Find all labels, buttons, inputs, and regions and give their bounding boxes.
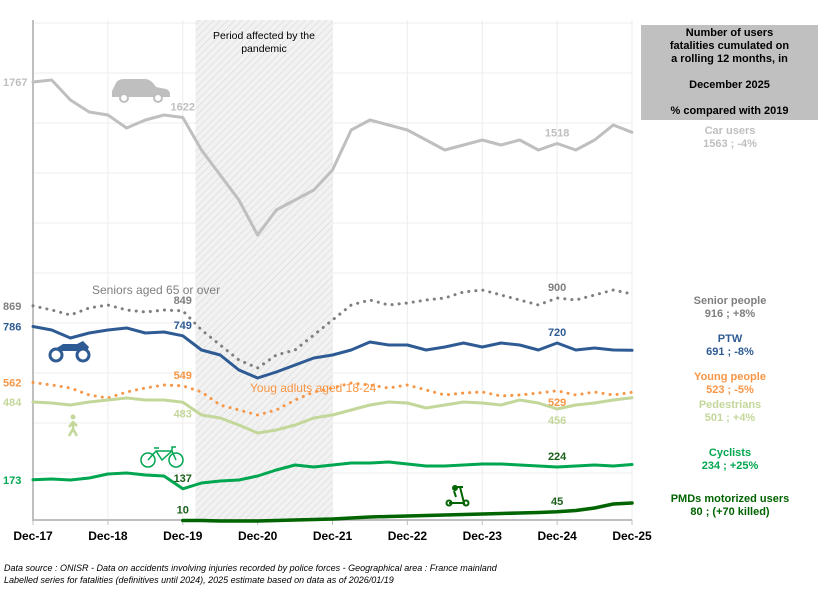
x-tick-label: Dec-22 <box>388 529 428 543</box>
header-line: Number of users <box>685 27 774 39</box>
data-label-ptw: 720 <box>548 327 566 339</box>
motorbike-wheel <box>75 347 91 363</box>
data-label-cyclist: 224 <box>548 451 567 463</box>
pandemic-region <box>195 20 333 520</box>
data-label-pedestrian: 484 <box>3 397 22 409</box>
bicycle-wheel <box>168 452 184 468</box>
scooter-frame <box>449 486 466 504</box>
legend-name: Car users <box>704 125 756 137</box>
car-wheel <box>153 93 163 103</box>
bicycle-wheel <box>140 452 156 468</box>
car-body <box>112 79 170 97</box>
legend-name: Cyclists <box>708 447 752 459</box>
data-label-ptw: 749 <box>174 320 192 332</box>
header-line: a rolling 12 months, in <box>671 53 788 65</box>
header-date: December 2025 <box>689 79 770 91</box>
data-label-senior: 869 <box>3 301 21 313</box>
annotation-young: Youg adluts aged 18-24 <box>250 381 377 395</box>
legend-car: Car users 1563 ; -4% <box>640 125 820 151</box>
data-label-pedestrian: 483 <box>174 408 192 420</box>
series-line-young <box>31 381 634 417</box>
source-note: Labelled series for fatalities (definiti… <box>4 575 394 585</box>
data-label-car: 1518 <box>545 128 569 140</box>
legend-name: Senior people <box>693 295 767 307</box>
data-label-senior: 900 <box>548 282 566 294</box>
scooter-icon <box>445 485 470 507</box>
annotation-seniors: Seniors aged 65 or over <box>92 283 220 297</box>
legend-name: PMDs motorized users <box>670 493 790 505</box>
legend-value: 1563 ; -4% <box>703 138 757 150</box>
header-line: % compared with 2019 <box>670 105 789 117</box>
data-label-pedestrian: 456 <box>548 415 566 427</box>
x-tick-label: Dec-18 <box>88 529 128 543</box>
motorbike-wheel <box>48 347 64 363</box>
legend-pmd: PMDs motorized users 80 ; (+70 killed) <box>640 493 820 519</box>
x-tick-label: Dec-19 <box>163 529 203 543</box>
legend-value: 916 ; +8% <box>704 308 756 320</box>
data-label-pmd: 10 <box>177 505 189 517</box>
data-label-young: 562 <box>3 378 21 390</box>
data-label-young: 529 <box>548 397 566 409</box>
pedestrian-body <box>67 421 79 437</box>
data-label-cyclist: 137 <box>174 473 192 485</box>
data-label-ptw: 786 <box>3 322 21 334</box>
legend-cyclists: Cyclists 234 ; +25% <box>640 447 820 473</box>
x-tick-label: Dec-20 <box>238 529 278 543</box>
legend-pedestrians: Pedestrians 501 ; +4% <box>640 399 820 425</box>
source-note: Data source : ONISR - Data on accidents … <box>4 563 497 573</box>
legend-name: PTW <box>717 333 743 345</box>
legend-value: 691 ; -8% <box>706 346 754 358</box>
data-label-pmd: 45 <box>551 496 563 508</box>
x-tick-label: Dec-23 <box>463 529 503 543</box>
bicycle-icon <box>140 446 184 468</box>
legend-value: 234 ; +25% <box>701 460 759 472</box>
data-label-cyclist: 173 <box>3 475 21 487</box>
legend-young: Young people 523 ; -5% <box>640 371 820 397</box>
legend-value: 80 ; (+70 killed) <box>690 506 770 518</box>
pandemic-label: Period affected by the <box>213 30 315 42</box>
pedestrian-icon <box>67 414 79 437</box>
legend-value: 501 ; +4% <box>704 412 756 424</box>
legend-value: 523 ; -5% <box>706 384 754 396</box>
legend-name: Pedestrians <box>698 399 762 411</box>
data-label-car: 1767 <box>3 77 27 89</box>
x-tick-label: Dec-25 <box>612 529 652 543</box>
car-wheel <box>119 93 129 103</box>
legend-ptw: PTW 691 ; -8% <box>640 333 820 359</box>
data-label-senior: 849 <box>174 295 192 307</box>
x-tick-label: Dec-24 <box>537 529 577 543</box>
series-line-senior <box>31 288 634 370</box>
data-label-young: 549 <box>174 370 192 382</box>
header-line: fatalities cumulated on <box>669 40 790 52</box>
car-icon <box>112 79 170 103</box>
legend-header: Number of users fatalities cumulated on … <box>641 25 818 120</box>
scooter-rider-head <box>452 485 458 491</box>
pedestrian-head <box>70 414 76 420</box>
x-tick-label: Dec-21 <box>313 529 353 543</box>
motorbike-icon <box>48 341 91 363</box>
bicycle-frame <box>147 446 177 462</box>
legend-name: Young people <box>694 371 766 383</box>
pandemic-label: pandemic <box>241 43 287 55</box>
data-label-car: 1622 <box>171 102 195 114</box>
x-tick-label: Dec-17 <box>13 529 53 543</box>
legend-senior: Senior people 916 ; +8% <box>640 295 820 321</box>
